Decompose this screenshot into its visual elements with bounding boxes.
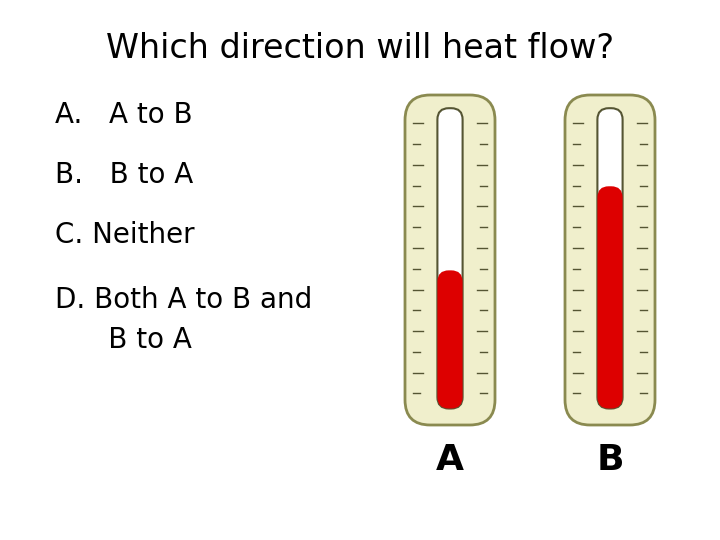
Text: A: A <box>436 443 464 477</box>
Text: B: B <box>596 443 624 477</box>
Text: B to A: B to A <box>55 326 192 354</box>
Text: C. Neither: C. Neither <box>55 221 194 249</box>
FancyBboxPatch shape <box>565 95 655 425</box>
FancyBboxPatch shape <box>438 108 462 408</box>
FancyBboxPatch shape <box>438 271 462 408</box>
Text: A.   A to B: A. A to B <box>55 101 193 129</box>
FancyBboxPatch shape <box>405 95 495 425</box>
Text: Which direction will heat flow?: Which direction will heat flow? <box>106 31 614 64</box>
FancyBboxPatch shape <box>598 186 623 408</box>
Text: B.   B to A: B. B to A <box>55 161 193 189</box>
Text: D. Both A to B and: D. Both A to B and <box>55 286 312 314</box>
FancyBboxPatch shape <box>598 108 623 408</box>
